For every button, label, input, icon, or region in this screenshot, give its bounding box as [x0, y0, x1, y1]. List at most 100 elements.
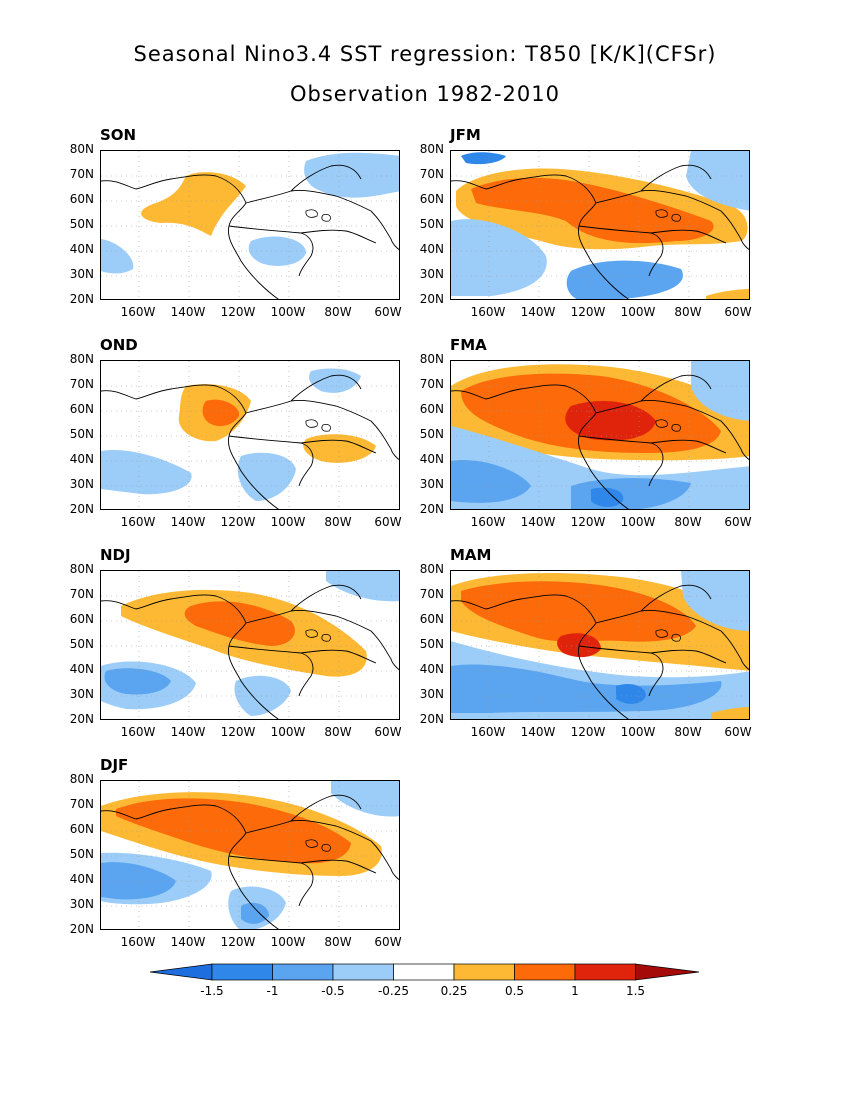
x-tick-label: 160W: [120, 515, 156, 529]
panel-label-son: SON: [100, 126, 137, 144]
y-tick-label: 80N: [69, 352, 94, 366]
y-tick-label: 50N: [419, 427, 444, 441]
colorbar-swatch: [574, 963, 636, 981]
map-panel-mam: [450, 570, 750, 720]
x-tick-label: 100W: [620, 305, 656, 319]
colorbar-tick-label: -0.25: [377, 984, 410, 998]
anomaly-field: [101, 151, 399, 299]
anomaly-contour-mid-blue: [451, 460, 531, 503]
anomaly-field: [451, 151, 749, 299]
x-tick-label: 100W: [270, 515, 306, 529]
y-tick-label: 40N: [69, 452, 94, 466]
x-tick-label: 140W: [520, 305, 556, 319]
anomaly-contour-light-blue: [326, 571, 399, 602]
x-tick-label: 60W: [724, 305, 752, 319]
map-panel-fma: [450, 360, 750, 510]
y-tick-label: 30N: [419, 477, 444, 491]
panel-label-fma: FMA: [450, 336, 487, 354]
x-tick-label: 120W: [570, 725, 606, 739]
x-tick-label: 80W: [324, 725, 352, 739]
colorbar-tick-label: -0.5: [321, 984, 345, 998]
anomaly-contour-light-blue: [691, 361, 749, 421]
y-tick-label: 50N: [69, 427, 94, 441]
y-tick-label: 70N: [69, 797, 94, 811]
x-tick-label: 60W: [374, 935, 402, 949]
x-tick-label: 140W: [170, 305, 206, 319]
x-tick-label: 160W: [470, 305, 506, 319]
x-tick-label: 100W: [270, 305, 306, 319]
y-tick-label: 50N: [419, 637, 444, 651]
colorbar-swatch: [453, 963, 515, 981]
x-tick-label: 160W: [470, 725, 506, 739]
anomaly-contour-orange: [202, 399, 240, 427]
colorbar-tick-label: 0.5: [504, 984, 525, 998]
y-tick-label: 20N: [69, 712, 94, 726]
anomaly-contour-red: [565, 401, 656, 441]
anomaly-contour-light-blue: [451, 219, 547, 296]
x-tick-label: 120W: [220, 305, 256, 319]
map-panel-ond: [100, 360, 400, 510]
x-tick-label: 140W: [170, 725, 206, 739]
y-tick-label: 50N: [69, 847, 94, 861]
colorbar-swatch: [332, 963, 394, 981]
colorbar-tick-label: 0.25: [440, 984, 468, 998]
y-tick-label: 60N: [69, 822, 94, 836]
y-tick-label: 30N: [69, 477, 94, 491]
anomaly-contour-orange: [471, 177, 714, 244]
map-panel-jfm: [450, 150, 750, 300]
anomaly-contour-orange: [461, 581, 696, 642]
great-lakes: [655, 209, 681, 222]
y-tick-label: 40N: [419, 452, 444, 466]
subtitle: Observation 1982-2010: [289, 82, 561, 106]
x-tick-label: 60W: [724, 725, 752, 739]
anomaly-contour-light-blue: [304, 152, 399, 198]
anomaly-contour-mid-blue: [104, 668, 171, 695]
x-tick-label: 100W: [620, 515, 656, 529]
anomaly-contour-dark-blue: [616, 684, 646, 704]
x-tick-label: 80W: [324, 515, 352, 529]
anomaly-contour-mid-blue: [566, 260, 683, 299]
great-lakes: [655, 629, 681, 642]
y-tick-label: 60N: [419, 612, 444, 626]
x-tick-label: 140W: [170, 935, 206, 949]
x-tick-label: 100W: [270, 725, 306, 739]
panel-label-mam: MAM: [450, 546, 492, 564]
anomaly-contour-light-blue: [248, 236, 306, 266]
colorbar: [150, 963, 700, 981]
y-tick-label: 20N: [419, 712, 444, 726]
anomaly-field: [101, 781, 399, 929]
y-tick-label: 70N: [419, 167, 444, 181]
colorbar-tick-label: 1: [571, 984, 579, 998]
y-tick-label: 30N: [419, 267, 444, 281]
anomaly-contour-light-blue: [309, 368, 361, 393]
y-tick-label: 50N: [69, 637, 94, 651]
y-tick-label: 30N: [419, 687, 444, 701]
y-tick-label: 80N: [69, 772, 94, 786]
map-panel-ndj: [100, 570, 400, 720]
y-tick-label: 80N: [69, 562, 94, 576]
coastline: [101, 584, 399, 719]
great-lakes: [305, 839, 331, 852]
y-tick-label: 80N: [419, 562, 444, 576]
x-tick-label: 140W: [170, 515, 206, 529]
coastline: [101, 164, 399, 299]
x-tick-label: 160W: [470, 515, 506, 529]
map-panel-son: [100, 150, 400, 300]
colorbar-swatch: [514, 963, 576, 981]
panel-label-ond: OND: [100, 336, 138, 354]
colorbar-swatch: [211, 963, 273, 981]
coastline: [101, 794, 399, 929]
anomaly-contour-mid-blue: [451, 664, 722, 713]
anomaly-field: [451, 361, 749, 509]
y-tick-label: 20N: [419, 292, 444, 306]
anomaly-field: [101, 361, 399, 509]
y-tick-label: 40N: [69, 242, 94, 256]
great-lakes: [655, 419, 681, 432]
y-tick-label: 20N: [69, 292, 94, 306]
x-tick-label: 80W: [324, 305, 352, 319]
y-tick-label: 70N: [419, 587, 444, 601]
y-tick-label: 30N: [69, 897, 94, 911]
main-title: Seasonal Nino3.4 SST regression: T850 [K…: [133, 42, 717, 66]
x-tick-label: 120W: [570, 305, 606, 319]
y-tick-label: 80N: [419, 142, 444, 156]
